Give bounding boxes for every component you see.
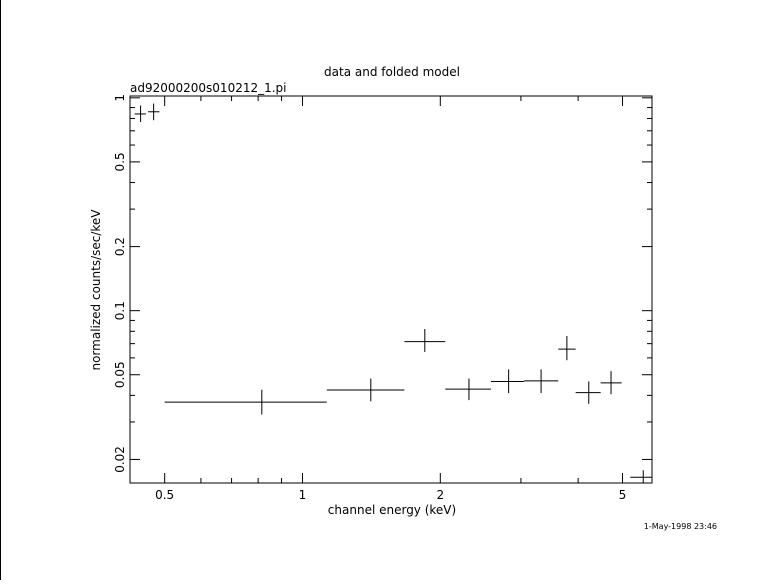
x-tick-label: 2 xyxy=(436,488,444,502)
data-point xyxy=(134,105,146,122)
chart-subtitle: ad92000200s010212_1.pi xyxy=(130,81,287,95)
y-tick-label: 0.5 xyxy=(113,152,127,171)
y-tick-label: 0.2 xyxy=(113,237,127,256)
data-point xyxy=(524,369,559,394)
y-axis-label: normalized counts/sec/keV xyxy=(89,209,103,371)
data-point xyxy=(164,389,327,415)
data-point xyxy=(575,381,601,404)
x-tick-label: 0.5 xyxy=(155,488,174,502)
x-axis-label: channel energy (keV) xyxy=(328,503,456,517)
data-point xyxy=(326,378,405,402)
y-tick-label: 0.02 xyxy=(113,446,127,473)
data-point xyxy=(404,329,446,352)
data-point xyxy=(600,371,622,395)
y-tick-label: 0.05 xyxy=(113,361,127,388)
data-series xyxy=(134,103,652,483)
data-point xyxy=(490,369,525,394)
plot-frame xyxy=(129,95,653,484)
chart-title: data and folded model xyxy=(324,65,460,79)
timestamp: 1-May-1998 23:46 xyxy=(644,522,717,531)
data-point xyxy=(148,103,160,121)
y-axis: 0.02 0.05 0.1 0.2 0.5 1 xyxy=(113,94,652,473)
y-tick-label: 0.1 xyxy=(113,301,127,320)
y-tick-label: 1 xyxy=(113,94,127,102)
x-axis: 0.5 1 2 5 xyxy=(155,96,626,502)
data-point xyxy=(445,378,491,401)
window-edge xyxy=(0,0,1,580)
data-point xyxy=(558,336,576,361)
data-point xyxy=(630,470,652,483)
x-tick-label: 1 xyxy=(299,488,307,502)
x-tick-label: 5 xyxy=(619,488,627,502)
